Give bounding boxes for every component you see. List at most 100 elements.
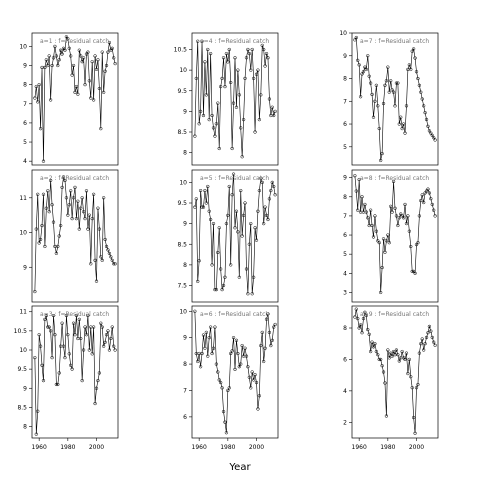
data-point <box>83 216 87 221</box>
data-point <box>51 220 56 224</box>
data-point <box>231 172 236 176</box>
data-point <box>403 131 407 135</box>
data-point <box>44 313 48 318</box>
data-point <box>396 353 400 357</box>
data-point <box>37 83 41 87</box>
panel-5: 7.5 8 8.5 9 9.5 10 a=5 : f=Residual catch <box>177 169 279 303</box>
data-point <box>390 210 394 214</box>
data-point <box>374 349 379 354</box>
data-point <box>73 185 77 190</box>
data-point <box>81 210 86 214</box>
data-point <box>34 432 38 436</box>
data-point <box>249 386 253 390</box>
data-point <box>371 235 376 239</box>
data-point <box>234 105 239 109</box>
data-point <box>44 206 48 210</box>
data-point <box>46 63 50 68</box>
data-point <box>203 60 207 64</box>
data-point <box>366 216 370 220</box>
data-point <box>63 48 67 52</box>
data-point <box>103 69 107 73</box>
data-point <box>204 330 208 335</box>
data-point <box>432 208 436 212</box>
data-point <box>269 343 273 348</box>
data-point <box>260 43 264 48</box>
data-point <box>227 386 231 390</box>
data-point <box>244 354 249 358</box>
data-point <box>107 251 112 256</box>
data-point <box>360 331 364 335</box>
data-point <box>266 217 270 222</box>
y-tick-label: 3 <box>343 289 347 296</box>
data-point <box>356 58 360 62</box>
data-point <box>243 201 247 205</box>
data-point <box>250 292 254 296</box>
data-point <box>416 382 420 387</box>
data-point <box>54 54 59 58</box>
data-point <box>237 93 241 97</box>
data-point <box>253 226 257 230</box>
data-point <box>200 205 204 209</box>
panel-frame <box>351 169 439 303</box>
data-point <box>407 63 411 67</box>
data-point <box>99 127 103 131</box>
y-tick-label: 10.5 <box>174 47 188 54</box>
data-point <box>93 54 97 58</box>
data-point <box>267 97 272 101</box>
data-point <box>97 86 102 91</box>
data-point <box>264 51 269 56</box>
data-point <box>198 188 203 193</box>
data-point <box>33 356 37 360</box>
data-point <box>219 380 223 385</box>
data-point <box>66 333 70 337</box>
y-tick-label: 8 <box>343 76 347 83</box>
data-point <box>269 188 273 193</box>
data-point <box>376 104 380 108</box>
data-point <box>376 353 380 357</box>
data-point <box>394 214 399 218</box>
data-point <box>214 122 219 126</box>
data-point <box>87 213 91 217</box>
y-tick-label: 11 <box>19 195 27 202</box>
data-point <box>262 359 266 364</box>
data-point <box>59 223 63 228</box>
data-point <box>70 216 74 221</box>
data-point <box>236 68 240 72</box>
data-point <box>389 351 393 355</box>
data-point <box>380 151 384 156</box>
data-point <box>102 344 106 348</box>
data-point <box>234 338 239 342</box>
panel-frame <box>191 169 279 303</box>
data-point <box>61 344 66 348</box>
data-point <box>386 65 390 69</box>
data-point <box>259 343 263 348</box>
data-point <box>221 409 226 414</box>
data-point <box>256 68 260 72</box>
y-tick-label: 6 <box>343 232 347 239</box>
data-point <box>404 104 409 108</box>
data-point <box>60 321 64 325</box>
data-point <box>387 241 391 245</box>
data-point <box>223 275 227 279</box>
data-point <box>207 209 211 213</box>
data-point <box>263 64 267 68</box>
data-point <box>253 130 257 134</box>
data-point <box>384 79 389 83</box>
data-point <box>33 289 37 294</box>
data-point <box>103 237 107 242</box>
data-point <box>93 401 97 406</box>
data-point <box>230 193 234 197</box>
data-point <box>81 348 86 352</box>
data-point <box>407 229 411 233</box>
data-point <box>414 70 419 74</box>
data-point <box>110 325 114 329</box>
y-tick-label: 8 <box>183 150 187 157</box>
data-point <box>254 238 259 242</box>
data-point <box>203 346 207 350</box>
data-point <box>87 348 91 352</box>
data-point <box>74 84 79 89</box>
data-point <box>46 189 50 193</box>
data-point <box>357 177 361 182</box>
data-point <box>50 203 54 207</box>
data-point <box>57 58 61 62</box>
